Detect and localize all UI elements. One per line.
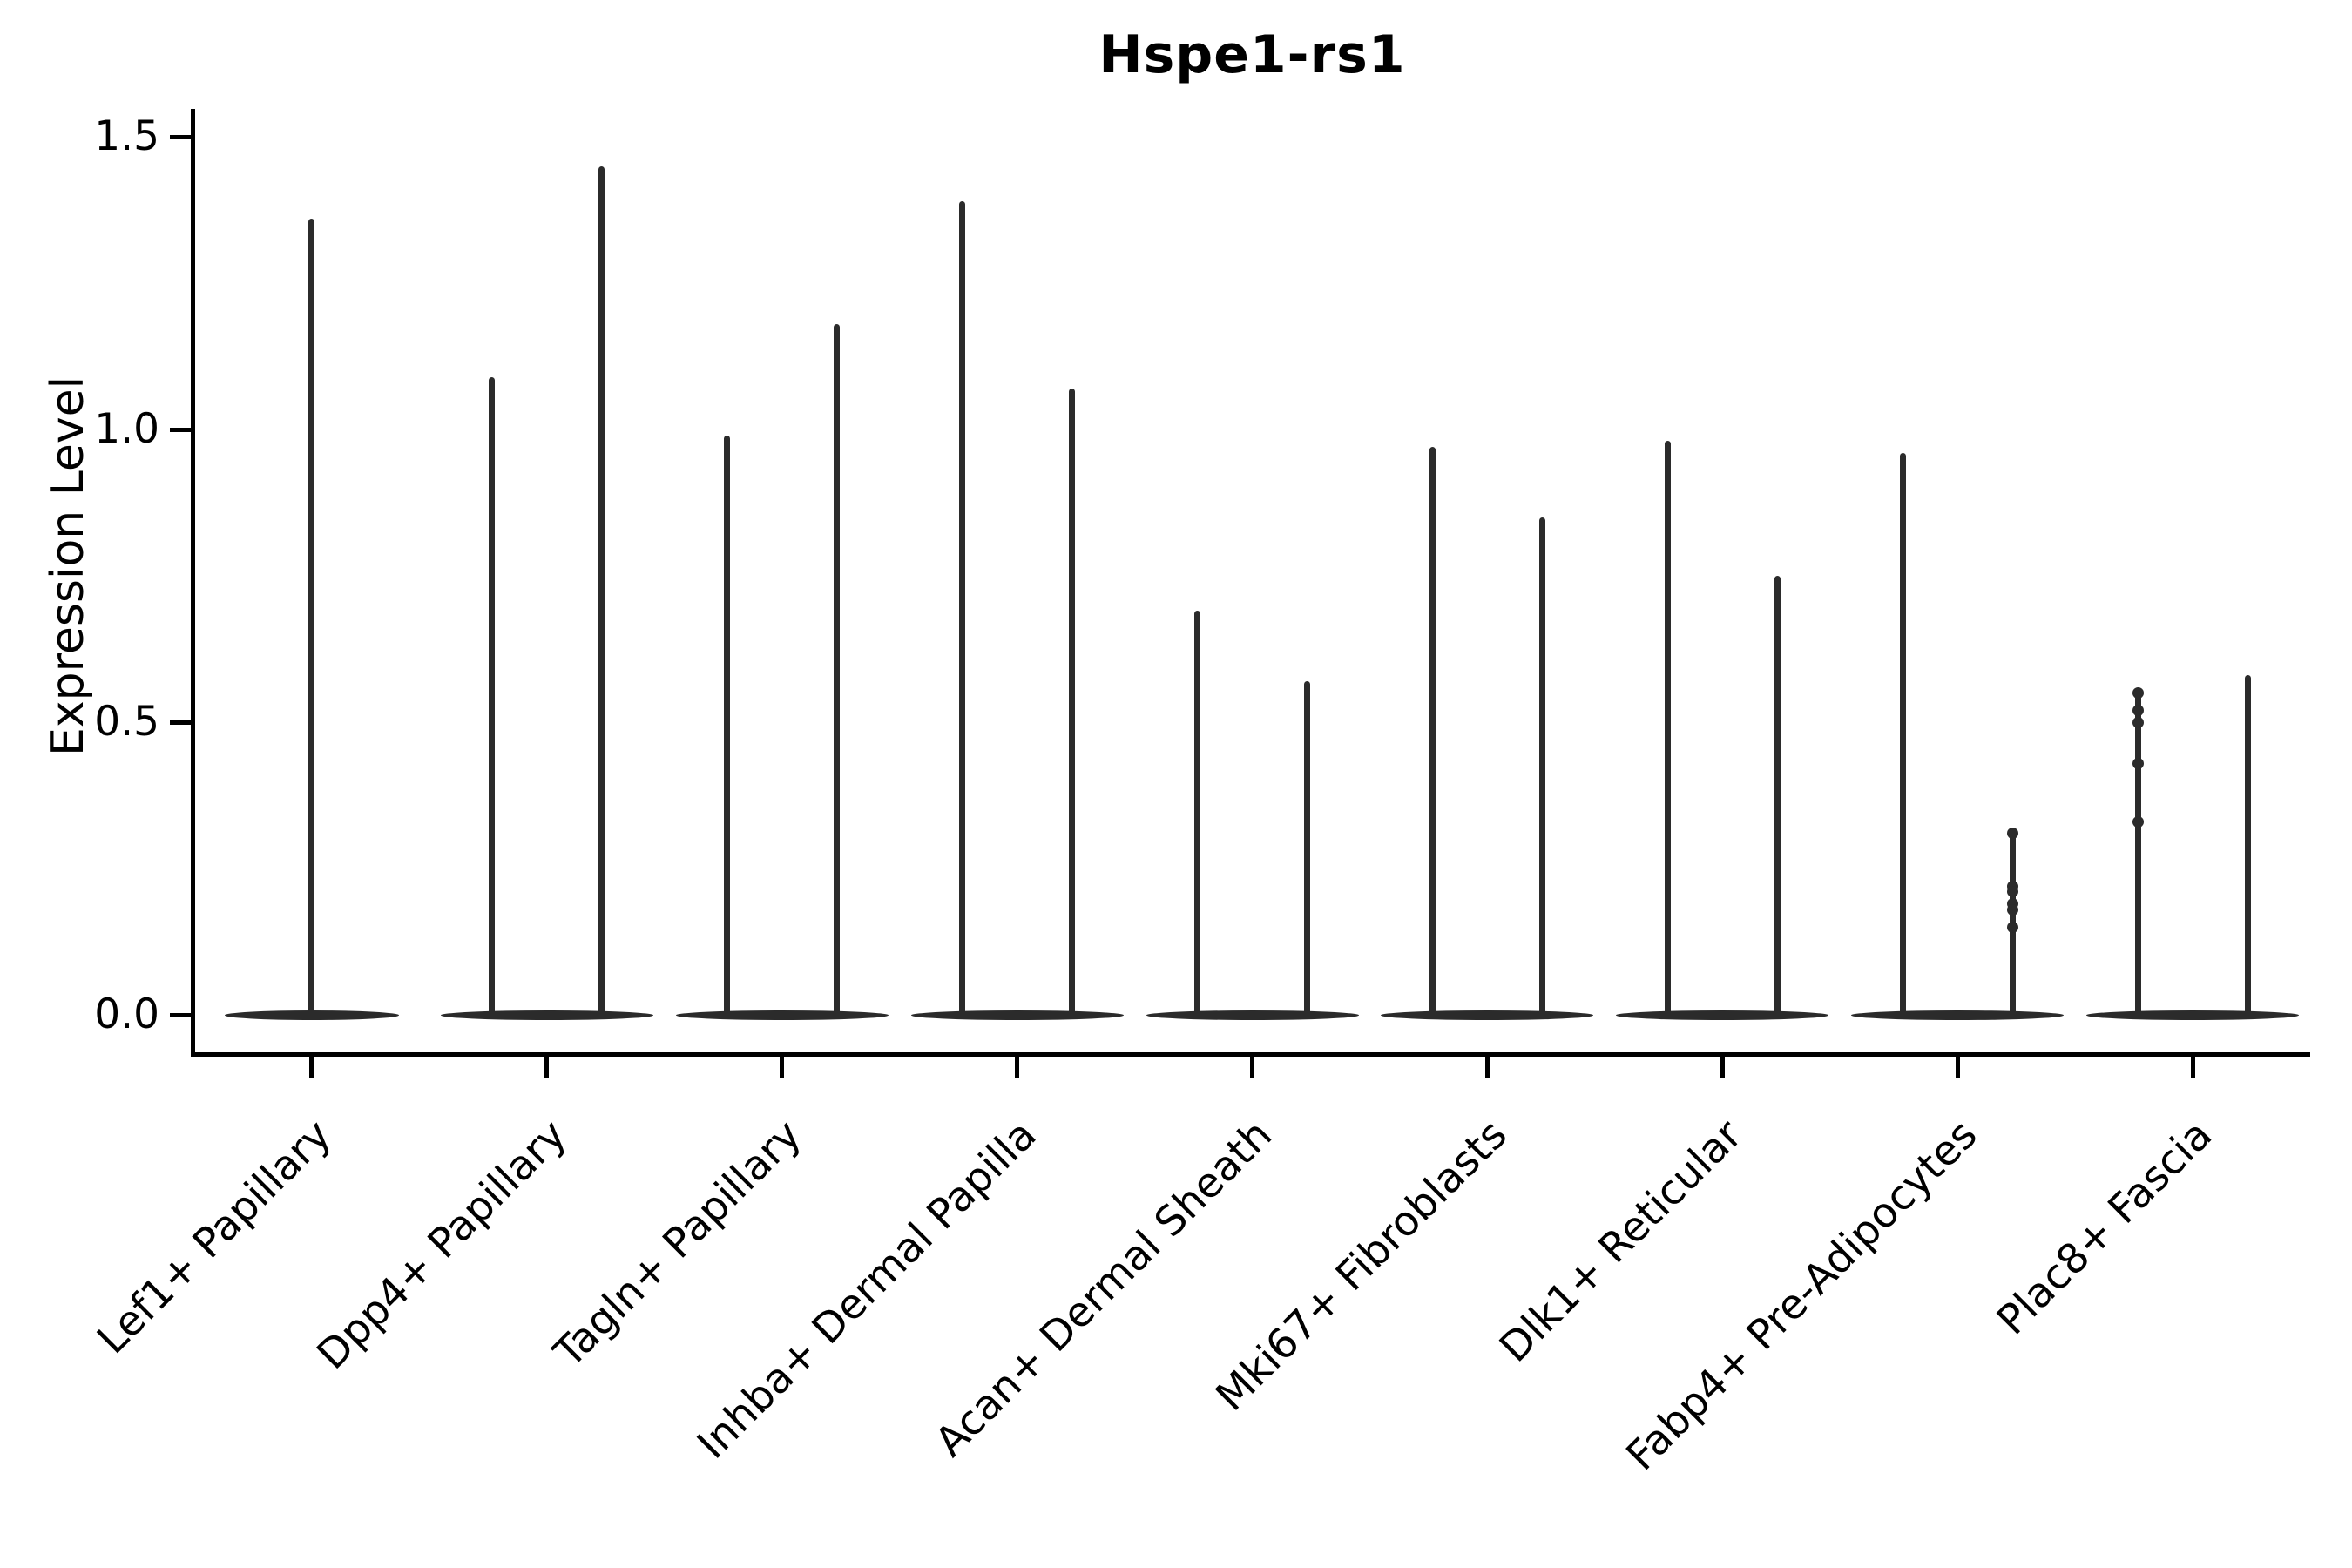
violin-tail-spike — [1429, 447, 1436, 1018]
expression-point-dot — [2006, 921, 2018, 933]
violin-tail-spike — [724, 435, 731, 1018]
expression-point-dot — [2006, 886, 2018, 898]
x-tick-label: Dpp4+ Papillary — [308, 1111, 576, 1379]
expression-point-dot — [2132, 757, 2144, 769]
expression-point-dot — [2132, 705, 2144, 717]
expression-point-dot — [2132, 686, 2144, 699]
y-tick-mark — [170, 720, 191, 725]
violin-body — [2086, 1010, 2300, 1020]
violin-tail-spike — [1194, 611, 1200, 1018]
x-tick-label: Tagln+ Papillary — [544, 1111, 811, 1377]
violin-tail-spike — [2134, 693, 2141, 1018]
x-tick-label: Plac8+ Fascia — [1988, 1111, 2222, 1345]
violin-tail-spike — [1304, 680, 1310, 1018]
x-tick-mark — [1955, 1057, 1960, 1078]
expression-point-dot — [2132, 716, 2144, 728]
y-tick-label: 0.5 — [94, 698, 159, 746]
violin-tail-spike — [2244, 675, 2251, 1018]
violin-tail-spike — [1538, 517, 1545, 1018]
y-tick-label: 0.0 — [94, 990, 159, 1038]
violin-body — [1381, 1010, 1594, 1020]
violin-body — [1851, 1010, 2065, 1020]
violin-body — [440, 1010, 653, 1020]
expression-point-dot — [2006, 903, 2018, 916]
x-tick-mark — [1015, 1057, 1020, 1078]
expression-point-dot — [2006, 828, 2018, 840]
y-tick-mark — [170, 1013, 191, 1017]
y-tick-label: 1.0 — [94, 405, 159, 453]
x-tick-mark — [1250, 1057, 1254, 1078]
y-axis-spine — [191, 109, 195, 1056]
x-tick-label: Dlk1+ Reticular — [1490, 1111, 1752, 1372]
x-tick-label: Lef1+ Papillary — [88, 1111, 341, 1364]
violin-tail-spike — [1069, 388, 1076, 1018]
violin-tail-spike — [834, 324, 841, 1018]
x-tick-mark — [309, 1057, 314, 1078]
violin-tail-spike — [308, 219, 315, 1018]
violin-body — [1616, 1010, 1829, 1020]
x-tick-mark — [780, 1057, 785, 1078]
violin-tail-spike — [1899, 452, 1906, 1018]
x-axis-spine — [191, 1052, 2310, 1057]
expression-point-dot — [2132, 815, 2144, 828]
x-tick-mark — [544, 1057, 550, 1078]
violin-tail-spike — [959, 200, 966, 1018]
y-tick-mark — [170, 428, 191, 432]
x-tick-mark — [2190, 1057, 2195, 1078]
violin-tail-spike — [489, 376, 496, 1018]
violin-body — [910, 1010, 1124, 1020]
y-tick-mark — [170, 135, 191, 139]
violin-body — [675, 1010, 889, 1020]
violin-tail-spike — [598, 166, 605, 1018]
x-tick-mark — [1720, 1057, 1725, 1078]
y-tick-label: 1.5 — [94, 112, 159, 160]
violin-body — [1146, 1010, 1359, 1020]
violin-tail-spike — [1774, 576, 1781, 1018]
violin-tail-spike — [1664, 441, 1671, 1018]
chart-title: Hspe1-rs1 — [1098, 24, 1406, 85]
x-tick-mark — [1484, 1057, 1490, 1078]
